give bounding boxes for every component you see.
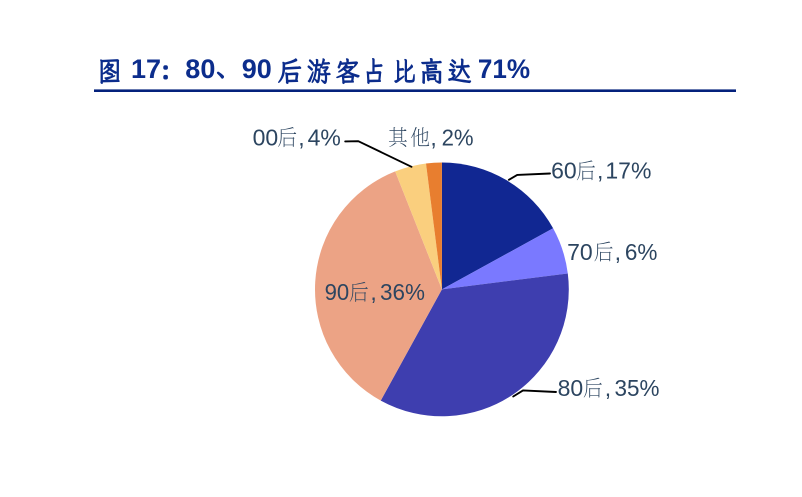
svg-text:17%: 17% [605,158,651,184]
svg-text:36%: 36% [380,279,425,305]
svg-text:2%: 2% [442,124,474,150]
svg-text:90: 90 [242,54,272,84]
svg-text:,: , [615,239,621,265]
svg-text:17: 17 [131,54,161,84]
svg-text:4%: 4% [308,124,341,150]
svg-text:70: 70 [567,239,593,265]
svg-text:,: , [298,124,304,150]
svg-text:80: 80 [185,54,215,84]
svg-text:,: , [430,124,436,150]
svg-text:,: , [370,279,376,305]
svg-text:,: , [597,158,603,184]
svg-text:90: 90 [325,279,350,305]
svg-text:,: , [605,375,611,401]
svg-text:80: 80 [558,375,584,401]
svg-text:71%: 71% [478,54,530,84]
svg-text:35%: 35% [615,375,660,401]
svg-text:60: 60 [551,158,577,184]
svg-text:6%: 6% [625,239,658,265]
svg-text:00: 00 [253,124,279,150]
